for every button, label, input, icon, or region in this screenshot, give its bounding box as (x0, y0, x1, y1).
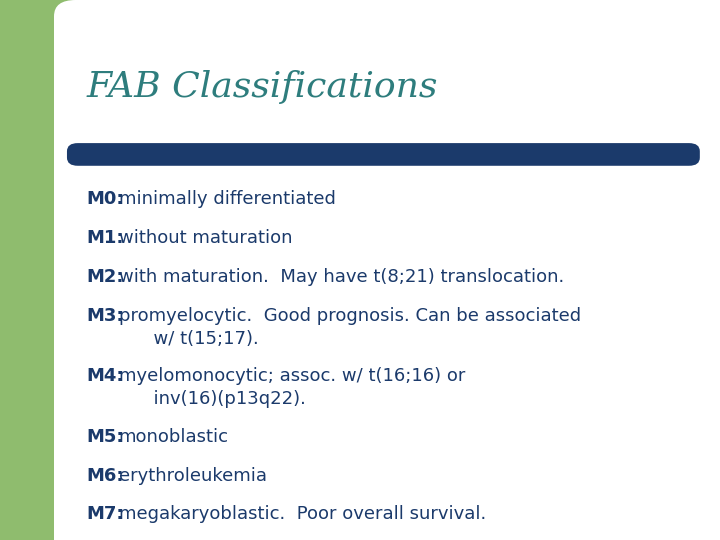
Text: without maturation: without maturation (119, 229, 292, 247)
Text: erythroleukemia: erythroleukemia (119, 467, 267, 484)
Text: M5:: M5: (86, 428, 124, 445)
Text: monoblastic: monoblastic (119, 428, 229, 445)
FancyBboxPatch shape (67, 143, 700, 166)
Text: M2:: M2: (86, 268, 124, 286)
Text: myelomonocytic; assoc. w/ t(16;16) or
      inv(16)(p13q22).: myelomonocytic; assoc. w/ t(16;16) or in… (119, 367, 465, 408)
Text: M7:: M7: (86, 505, 124, 523)
Text: megakaryoblastic.  Poor overall survival.: megakaryoblastic. Poor overall survival. (119, 505, 486, 523)
Text: promyelocytic.  Good prognosis. Can be associated
      w/ t(15;17).: promyelocytic. Good prognosis. Can be as… (119, 307, 581, 348)
Text: FAB Classifications: FAB Classifications (86, 70, 438, 104)
Text: M4:: M4: (86, 367, 124, 385)
Text: M6:: M6: (86, 467, 124, 484)
FancyBboxPatch shape (54, 0, 720, 540)
Text: with maturation.  May have t(8;21) translocation.: with maturation. May have t(8;21) transl… (119, 268, 564, 286)
Bar (0, 0, 54, 540)
Text: M3:: M3: (86, 307, 124, 325)
Text: minimally differentiated: minimally differentiated (119, 190, 336, 208)
Text: M1:: M1: (86, 229, 124, 247)
Text: M0:: M0: (86, 190, 124, 208)
Bar (54, 0, 216, 97)
